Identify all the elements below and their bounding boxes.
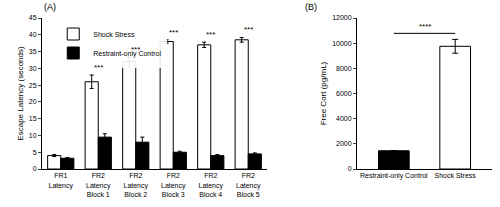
- svg-text:20: 20: [29, 98, 37, 105]
- svg-text:8000: 8000: [336, 65, 352, 72]
- svg-text:***: ***: [169, 28, 178, 37]
- svg-text:30: 30: [29, 65, 37, 72]
- svg-text:FR2LatencyBlock 2: FR2LatencyBlock 2: [123, 172, 148, 197]
- svg-text:12000: 12000: [332, 14, 352, 21]
- svg-text:***: ***: [206, 30, 215, 39]
- svg-text:Shock Stress: Shock Stress: [435, 172, 477, 179]
- svg-text:***: ***: [244, 25, 253, 34]
- svg-text:6000: 6000: [336, 90, 352, 97]
- svg-text:****: ****: [419, 22, 431, 31]
- svg-text:***: ***: [131, 45, 140, 54]
- svg-text:(A): (A): [44, 2, 56, 12]
- svg-text:2000: 2000: [336, 140, 352, 147]
- svg-text:4000: 4000: [336, 115, 352, 122]
- svg-text:Restraint-only Control: Restraint-only Control: [93, 50, 161, 58]
- svg-text:Shock Stress: Shock Stress: [93, 31, 135, 38]
- svg-text:25: 25: [29, 82, 37, 89]
- svg-text:FR2LatencyBlock 4: FR2LatencyBlock 4: [198, 172, 223, 197]
- svg-text:0: 0: [33, 165, 37, 172]
- svg-text:5: 5: [33, 149, 37, 156]
- svg-text:40: 40: [29, 31, 37, 38]
- svg-text:35: 35: [29, 48, 37, 55]
- svg-text:Restraint-only Control: Restraint-only Control: [360, 172, 428, 180]
- svg-text:FR2LatencyBlock 5: FR2LatencyBlock 5: [236, 172, 261, 197]
- svg-text:15: 15: [29, 115, 37, 122]
- svg-text:10000: 10000: [332, 40, 352, 47]
- svg-text:0: 0: [348, 165, 352, 172]
- svg-text:FR2LatencyBlock 3: FR2LatencyBlock 3: [161, 172, 186, 197]
- svg-text:FR2LatencyBlock 1: FR2LatencyBlock 1: [86, 172, 111, 197]
- svg-text:***: ***: [94, 63, 103, 72]
- svg-text:Free Cort (pg/mL): Free Cort (pg/mL): [319, 61, 328, 125]
- svg-text:(B): (B): [305, 2, 317, 12]
- svg-text:FR1Latency: FR1Latency: [48, 172, 73, 189]
- svg-text:Escape Latency (seconds): Escape Latency (seconds): [16, 46, 25, 141]
- svg-text:45: 45: [29, 14, 37, 21]
- svg-text:10: 10: [29, 132, 37, 139]
